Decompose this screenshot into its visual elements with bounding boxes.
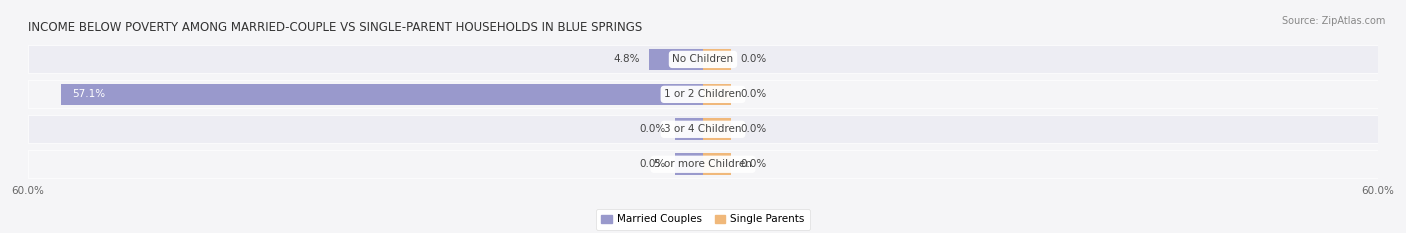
Bar (28, 45, 1378, 73)
Text: 57.1%: 57.1% (72, 89, 105, 99)
Text: 3 or 4 Children: 3 or 4 Children (664, 124, 742, 134)
Text: 0.0%: 0.0% (640, 159, 666, 169)
Bar (703, 154, 731, 175)
Text: 4.8%: 4.8% (613, 55, 640, 64)
Text: 1 or 2 Children: 1 or 2 Children (664, 89, 742, 99)
Text: 0.0%: 0.0% (740, 159, 766, 169)
Bar (60, 84, 703, 105)
Bar (675, 118, 703, 140)
Legend: Married Couples, Single Parents: Married Couples, Single Parents (596, 209, 810, 230)
Text: 0.0%: 0.0% (740, 89, 766, 99)
Text: 0.0%: 0.0% (640, 124, 666, 134)
Bar (28, 150, 1378, 178)
Bar (28, 80, 1378, 108)
Bar (28, 115, 1378, 143)
Text: 5 or more Children: 5 or more Children (654, 159, 752, 169)
Bar (675, 154, 703, 175)
Text: 0.0%: 0.0% (740, 124, 766, 134)
Bar (650, 49, 703, 70)
Bar (703, 118, 731, 140)
Text: Source: ZipAtlas.com: Source: ZipAtlas.com (1281, 16, 1385, 26)
Text: INCOME BELOW POVERTY AMONG MARRIED-COUPLE VS SINGLE-PARENT HOUSEHOLDS IN BLUE SP: INCOME BELOW POVERTY AMONG MARRIED-COUPL… (28, 21, 643, 34)
Text: 0.0%: 0.0% (740, 55, 766, 64)
Text: No Children: No Children (672, 55, 734, 64)
Bar (703, 84, 731, 105)
Bar (703, 49, 731, 70)
